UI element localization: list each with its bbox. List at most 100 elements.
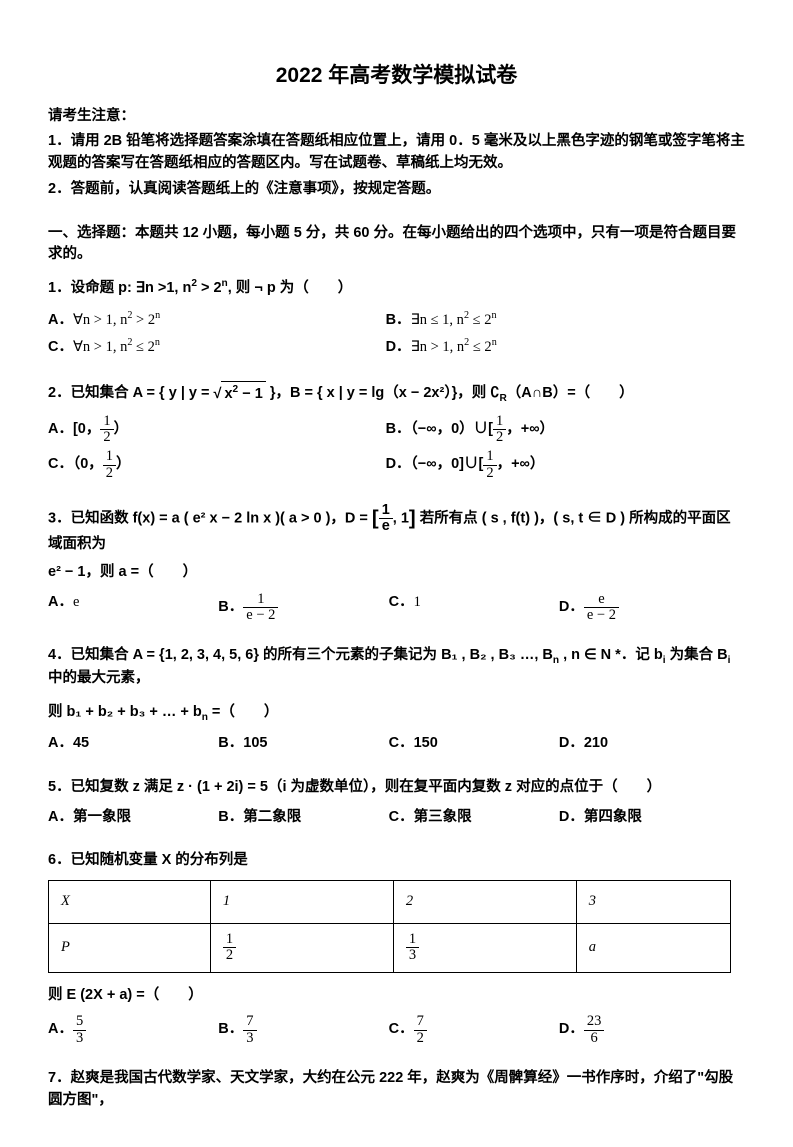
frac: 1e − 2 [243,592,278,623]
d: 2 [414,1031,427,1046]
t: 4．已知集合 A = {1, 2, 3, 4, 5, 6} 的所有三个元素的子集… [48,647,553,663]
radicand: x2 − 1 [221,381,265,406]
th-1: 1 [210,881,393,924]
d: 3 [73,1031,86,1046]
d: e − 2 [243,608,278,623]
frac-half: 12 [103,449,116,480]
n: e [584,592,619,608]
label-d: D． [386,339,411,355]
n: 5 [73,1014,86,1030]
n: 7 [414,1014,427,1030]
q6-distribution-table: X 1 2 3 P 12 13 a [48,880,731,972]
q5-stem: 5．已知复数 z 满足 z · (1 + 2i) = 5（i 为虚数单位），则在… [48,777,745,799]
lbracket-icon: [ [372,507,379,529]
cell-p2: 13 [393,924,576,972]
l: A． [48,594,73,610]
q1-opt-a: A．∀n > 1, n2 > 2n [48,308,376,332]
l: B． [218,1021,243,1037]
l: C． [389,1021,414,1037]
q1-opt-b: B．∃n ≤ 1, n2 ≤ 2n [386,308,714,332]
t: x [224,386,232,402]
s: n [155,337,160,348]
q1-stem: 1．设命题 p: ∃n >1, n2 > 2n, 则 ¬ p 为（ ） [48,276,745,300]
frac-half: 12 [483,449,496,480]
l: C． [389,594,414,610]
q5-opt-b: B．第二象限 [218,807,378,829]
q6-stem: 6．已知随机变量 X 的分布列是 [48,850,745,872]
n: 1 [379,503,393,519]
n: 7 [243,1014,256,1030]
t: =（ ） [208,704,279,720]
t: > 2 [132,311,155,327]
frac: 53 [73,1014,86,1045]
n: 1 [493,414,506,430]
q3-stem: 3．已知函数 f(x) = a ( e² x − 2 ln x )( a > 0… [48,503,745,556]
t: ，+∞） [497,456,545,472]
q3-opt-d: D．ee − 2 [559,592,719,623]
q6-line2: 则 E (2X + a) =（ ） [48,985,745,1007]
q4-opt-a: A．45 [48,733,208,755]
table-row: X 1 2 3 [49,881,731,924]
n: 1 [483,449,496,465]
t: ∀n > 1, n [73,339,127,355]
cell-p3: a [576,924,730,972]
q5-opt-d: D．第四象限 [559,807,719,829]
n: 1 [243,592,278,608]
th-x: X [49,881,211,924]
q3-opt-c: C．1 [389,592,549,623]
t: , n ∈ N *．记 b [559,647,663,663]
d: 6 [584,1031,605,1046]
n: 1 [406,932,419,948]
d: 3 [243,1031,256,1046]
v: e [73,594,79,610]
v: 1 [414,594,421,610]
q4-options: A．45 B．105 C．150 D．210 [48,733,745,759]
q1-opt-c: C．∀n > 1, n2 ≤ 2n [48,335,376,359]
t: , 1 [393,510,409,526]
page-title: 2022 年高考数学模拟试卷 [48,60,745,92]
q2-stem: 2．已知集合 A = { y | y = √x2 − 1 }，B = { x |… [48,381,745,406]
q6-options: A．53 B．73 C．72 D．236 [48,1014,745,1049]
q3-opt-a: A．e [48,592,208,623]
q4-opt-c: C．150 [389,733,549,755]
t: ∃n > 1, n [411,339,465,355]
frac-half: 12 [100,414,113,445]
notice-heading: 请考生注意： [48,106,745,128]
q2-opt-c: C．（0，12） [48,449,376,480]
frac: 73 [243,1014,256,1045]
d: 2 [103,466,116,481]
q3-stem-line2: e² − 1，则 a =（ ） [48,562,745,584]
t: （A∩B）=（ ） [507,385,634,401]
t: ∀n > 1, n [73,311,127,327]
t: ） [114,421,129,437]
q5-options: A．第一象限 B．第二象限 C．第三象限 D．第四象限 [48,807,745,833]
d: 2 [100,430,113,445]
exam-page: 2022 年高考数学模拟试卷 请考生注意： 1．请用 2B 铅笔将选择题答案涂填… [0,0,793,1147]
l: A． [48,1021,73,1037]
q4-opt-b: B．105 [218,733,378,755]
q2-options: A．[0，12） B．（−∞，0）∪[12，+∞） C．（0，12） D．（−∞… [48,414,745,485]
frac: 72 [414,1014,427,1045]
q6-opt-d: D．236 [559,1014,719,1045]
q1-opt-d: D．∃n > 1, n2 ≤ 2n [386,335,714,359]
s: i [728,655,731,666]
t: ∃n ≤ 1, n [411,311,464,327]
d: 2 [483,466,496,481]
q1-stem-b: > 2 [197,280,222,296]
frac: 236 [584,1014,605,1045]
n: 23 [584,1014,605,1030]
cell-p1: 12 [210,924,393,972]
sub-r: R [499,393,506,404]
d: e − 2 [584,608,619,623]
label-c: C． [48,339,73,355]
t: 中的最大元素， [48,670,150,686]
t: ，+∞） [506,421,554,437]
section-1-heading: 一、选择题：本题共 12 小题，每小题 5 分，共 60 分。在每小题给出的四个… [48,223,745,267]
n: 1 [103,449,116,465]
d: 2 [223,948,236,963]
q7-stem: 7．赵爽是我国古代数学家、天文学家，大约在公元 222 年，赵爽为《周髀算经》一… [48,1068,745,1112]
label-b: B． [386,311,411,327]
t: 3．已知函数 f(x) = a ( e² x − 2 ln x )( a > 0… [48,510,372,526]
q3-options: A．e B．1e − 2 C．1 D．ee − 2 [48,592,745,627]
q1-stem-a: 1．设命题 p: ∃n >1, n [48,280,191,296]
